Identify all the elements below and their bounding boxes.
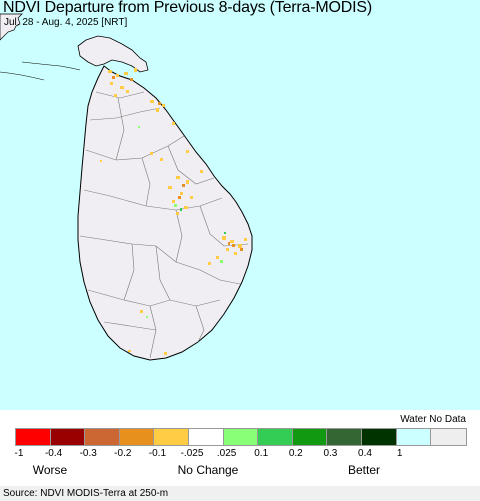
legend-swatch bbox=[85, 429, 120, 445]
map-subtitle: Jul. 28 - Aug. 4, 2025 [NRT] bbox=[4, 17, 128, 28]
legend-swatch bbox=[154, 429, 189, 445]
legend-tick-label: 0.1 bbox=[254, 448, 269, 459]
sri-lanka-map bbox=[0, 13, 253, 361]
india-coastline bbox=[0, 13, 23, 41]
legend: Water No Data -1 -0.4 -0.3 -0.2 -0.1 -.025 .02… bbox=[0, 410, 480, 486]
source-footer: Source: NDVI MODIS-Terra at 250-m bbox=[0, 486, 480, 501]
legend-tick-label: -1 bbox=[14, 448, 24, 459]
legend-worse-label: Worse bbox=[32, 463, 68, 477]
map-title: NDVI Departure from Previous 8-days (Ter… bbox=[3, 0, 372, 16]
legend-swatch bbox=[223, 429, 259, 445]
legend-swatch bbox=[119, 429, 155, 445]
legend-better-label: Better bbox=[347, 463, 381, 477]
legend-swatch bbox=[396, 429, 432, 445]
legend-tick-label: -.025 bbox=[180, 448, 204, 459]
legend-tick-label: 0.4 bbox=[358, 448, 372, 459]
sri-lanka-island bbox=[77, 65, 253, 361]
legend-swatch bbox=[16, 429, 51, 445]
mannar-coast bbox=[0, 71, 45, 81]
legend-swatch bbox=[292, 429, 328, 445]
legend-no-change-label: No Change bbox=[177, 463, 239, 477]
district-boundaries bbox=[79, 91, 249, 359]
ndvi-anomaly-pixels bbox=[100, 68, 247, 355]
legend-swatch bbox=[431, 429, 466, 445]
legend-color-bar bbox=[15, 428, 467, 446]
legend-tick-label: -0.4 bbox=[44, 448, 63, 459]
legend-swatch bbox=[327, 429, 362, 445]
legend-swatch bbox=[258, 429, 293, 445]
legend-tick-label: 0.3 bbox=[323, 448, 338, 459]
legend-tick-label: -0.2 bbox=[114, 448, 132, 459]
jaffna-peninsula bbox=[77, 35, 149, 73]
legend-tick-label: 0.2 bbox=[288, 448, 303, 459]
map-panel: NDVI Departure from Previous 8-days (Ter… bbox=[0, 0, 480, 410]
legend-tick-label: -0.3 bbox=[79, 448, 97, 459]
legend-tick-label: .025 bbox=[216, 448, 237, 459]
legend-swatch bbox=[188, 429, 224, 445]
water-no-data-label: Water No Data bbox=[400, 414, 466, 425]
legend-swatch bbox=[50, 429, 86, 445]
adams-bridge bbox=[21, 61, 81, 71]
legend-swatch bbox=[361, 429, 397, 445]
legend-tick-label: -0.1 bbox=[148, 448, 167, 459]
legend-tick-label: 1 bbox=[396, 448, 403, 459]
